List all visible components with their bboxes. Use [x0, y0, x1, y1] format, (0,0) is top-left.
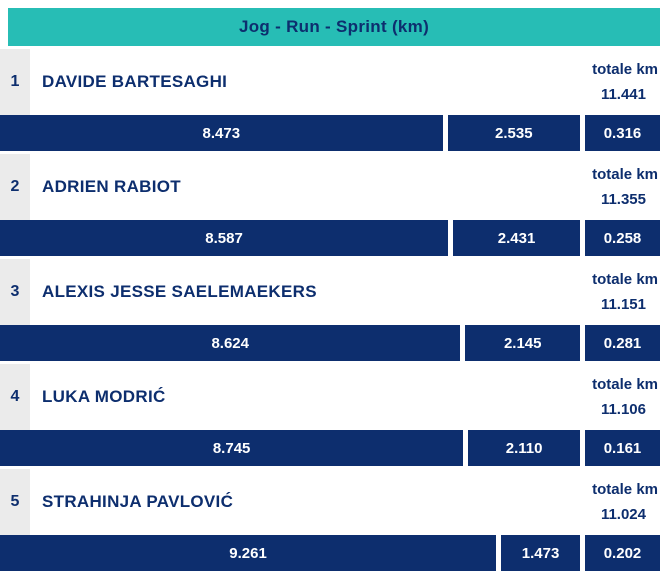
total-km-label: totale km	[592, 270, 658, 288]
total-km-value: 11.355	[600, 190, 646, 208]
jog-value: 8.624	[211, 334, 249, 352]
rank-badge: 2	[0, 154, 30, 220]
total-km-value: 11.441	[600, 85, 646, 103]
rank-badge: 1	[0, 49, 30, 115]
distance-bar: 8.473 2.535 0.316	[0, 115, 660, 151]
run-value: 2.535	[495, 124, 533, 142]
player-name: ADRIEN RABIOT	[42, 177, 181, 196]
jog-segment: 8.745	[0, 430, 464, 466]
player-name: DAVIDE BARTESAGHI	[42, 72, 228, 91]
sprint-segment: 0.202	[585, 535, 660, 571]
sprint-value: 0.258	[603, 229, 642, 247]
chart-title-bar: Jog - Run - Sprint (km)	[8, 8, 660, 46]
sprint-value: 0.161	[603, 439, 642, 457]
rank-badge: 4	[0, 364, 30, 430]
total-km-block: totale km 11.151	[592, 271, 660, 314]
jog-value: 8.473	[202, 124, 241, 142]
player-info-row: 4 LUKA MODRIĆ totale km 11.106	[0, 364, 660, 430]
total-km-value: 11.151	[600, 295, 646, 313]
jog-value: 8.587	[205, 229, 243, 247]
total-km-block: totale km 11.355	[592, 166, 660, 209]
distance-bar: 8.587 2.431 0.258	[0, 220, 660, 256]
distance-bar: 9.261 1.473 0.202	[0, 535, 660, 571]
run-segment: 2.145	[465, 325, 580, 361]
player-info-row: 5 STRAHINJA PAVLOVIĆ totale km 11.024	[0, 469, 660, 535]
jog-value: 9.261	[229, 544, 267, 562]
run-segment: 2.535	[447, 115, 580, 151]
total-km-label: totale km	[592, 480, 658, 498]
sprint-segment: 0.316	[585, 115, 660, 151]
player-name: ALEXIS JESSE SAELEMAEKERS	[42, 282, 317, 301]
player-info-row: 2 ADRIEN RABIOT totale km 11.355	[0, 154, 660, 220]
player-info-row: 1 DAVIDE BARTESAGHI totale km 11.441	[0, 49, 660, 115]
run-segment: 2.110	[468, 430, 580, 466]
distance-bar: 8.624 2.145 0.281	[0, 325, 660, 361]
total-km-label: totale km	[592, 165, 658, 183]
player-row: 3 ALEXIS JESSE SAELEMAEKERS totale km 11…	[0, 259, 660, 361]
total-km-label: totale km	[592, 375, 658, 393]
total-km-block: totale km 11.106	[592, 376, 660, 419]
player-row: 1 DAVIDE BARTESAGHI totale km 11.441 8.4…	[0, 49, 660, 151]
rank-badge: 5	[0, 469, 30, 535]
sprint-value: 0.202	[603, 544, 642, 562]
player-name: LUKA MODRIĆ	[42, 387, 166, 406]
sprint-segment: 0.258	[585, 220, 660, 256]
player-row: 5 STRAHINJA PAVLOVIĆ totale km 11.024 9.…	[0, 469, 660, 571]
total-km-block: totale km 11.441	[592, 61, 660, 104]
chart-title: Jog - Run - Sprint (km)	[238, 17, 430, 36]
jog-segment: 8.587	[0, 220, 449, 256]
run-value: 2.145	[503, 334, 542, 352]
total-km-block: totale km 11.024	[592, 481, 660, 524]
jog-segment: 9.261	[0, 535, 497, 571]
stats-page: Jog - Run - Sprint (km) 1 DAVIDE BARTESA…	[0, 8, 660, 584]
player-row: 4 LUKA MODRIĆ totale km 11.106 8.745 2.1…	[0, 364, 660, 466]
run-value: 2.110	[505, 439, 543, 457]
run-value: 1.473	[521, 544, 560, 562]
player-info-row: 3 ALEXIS JESSE SAELEMAEKERS totale km 11…	[0, 259, 660, 325]
run-value: 2.431	[497, 229, 536, 247]
run-segment: 1.473	[501, 535, 580, 571]
total-km-value: 11.106	[600, 400, 646, 418]
jog-value: 8.745	[212, 439, 251, 457]
sprint-value: 0.281	[603, 334, 642, 352]
rank-badge: 3	[0, 259, 30, 325]
sprint-value: 0.316	[603, 124, 642, 142]
total-km-value: 11.024	[600, 505, 646, 523]
run-segment: 2.431	[453, 220, 580, 256]
distance-bar: 8.745 2.110 0.161	[0, 430, 660, 466]
sprint-segment: 0.161	[585, 430, 660, 466]
player-name: STRAHINJA PAVLOVIĆ	[42, 492, 234, 511]
player-row: 2 ADRIEN RABIOT totale km 11.355 8.587 2…	[0, 154, 660, 256]
jog-segment: 8.624	[0, 325, 461, 361]
sprint-segment: 0.281	[585, 325, 660, 361]
jog-segment: 8.473	[0, 115, 443, 151]
total-km-label: totale km	[592, 60, 658, 78]
